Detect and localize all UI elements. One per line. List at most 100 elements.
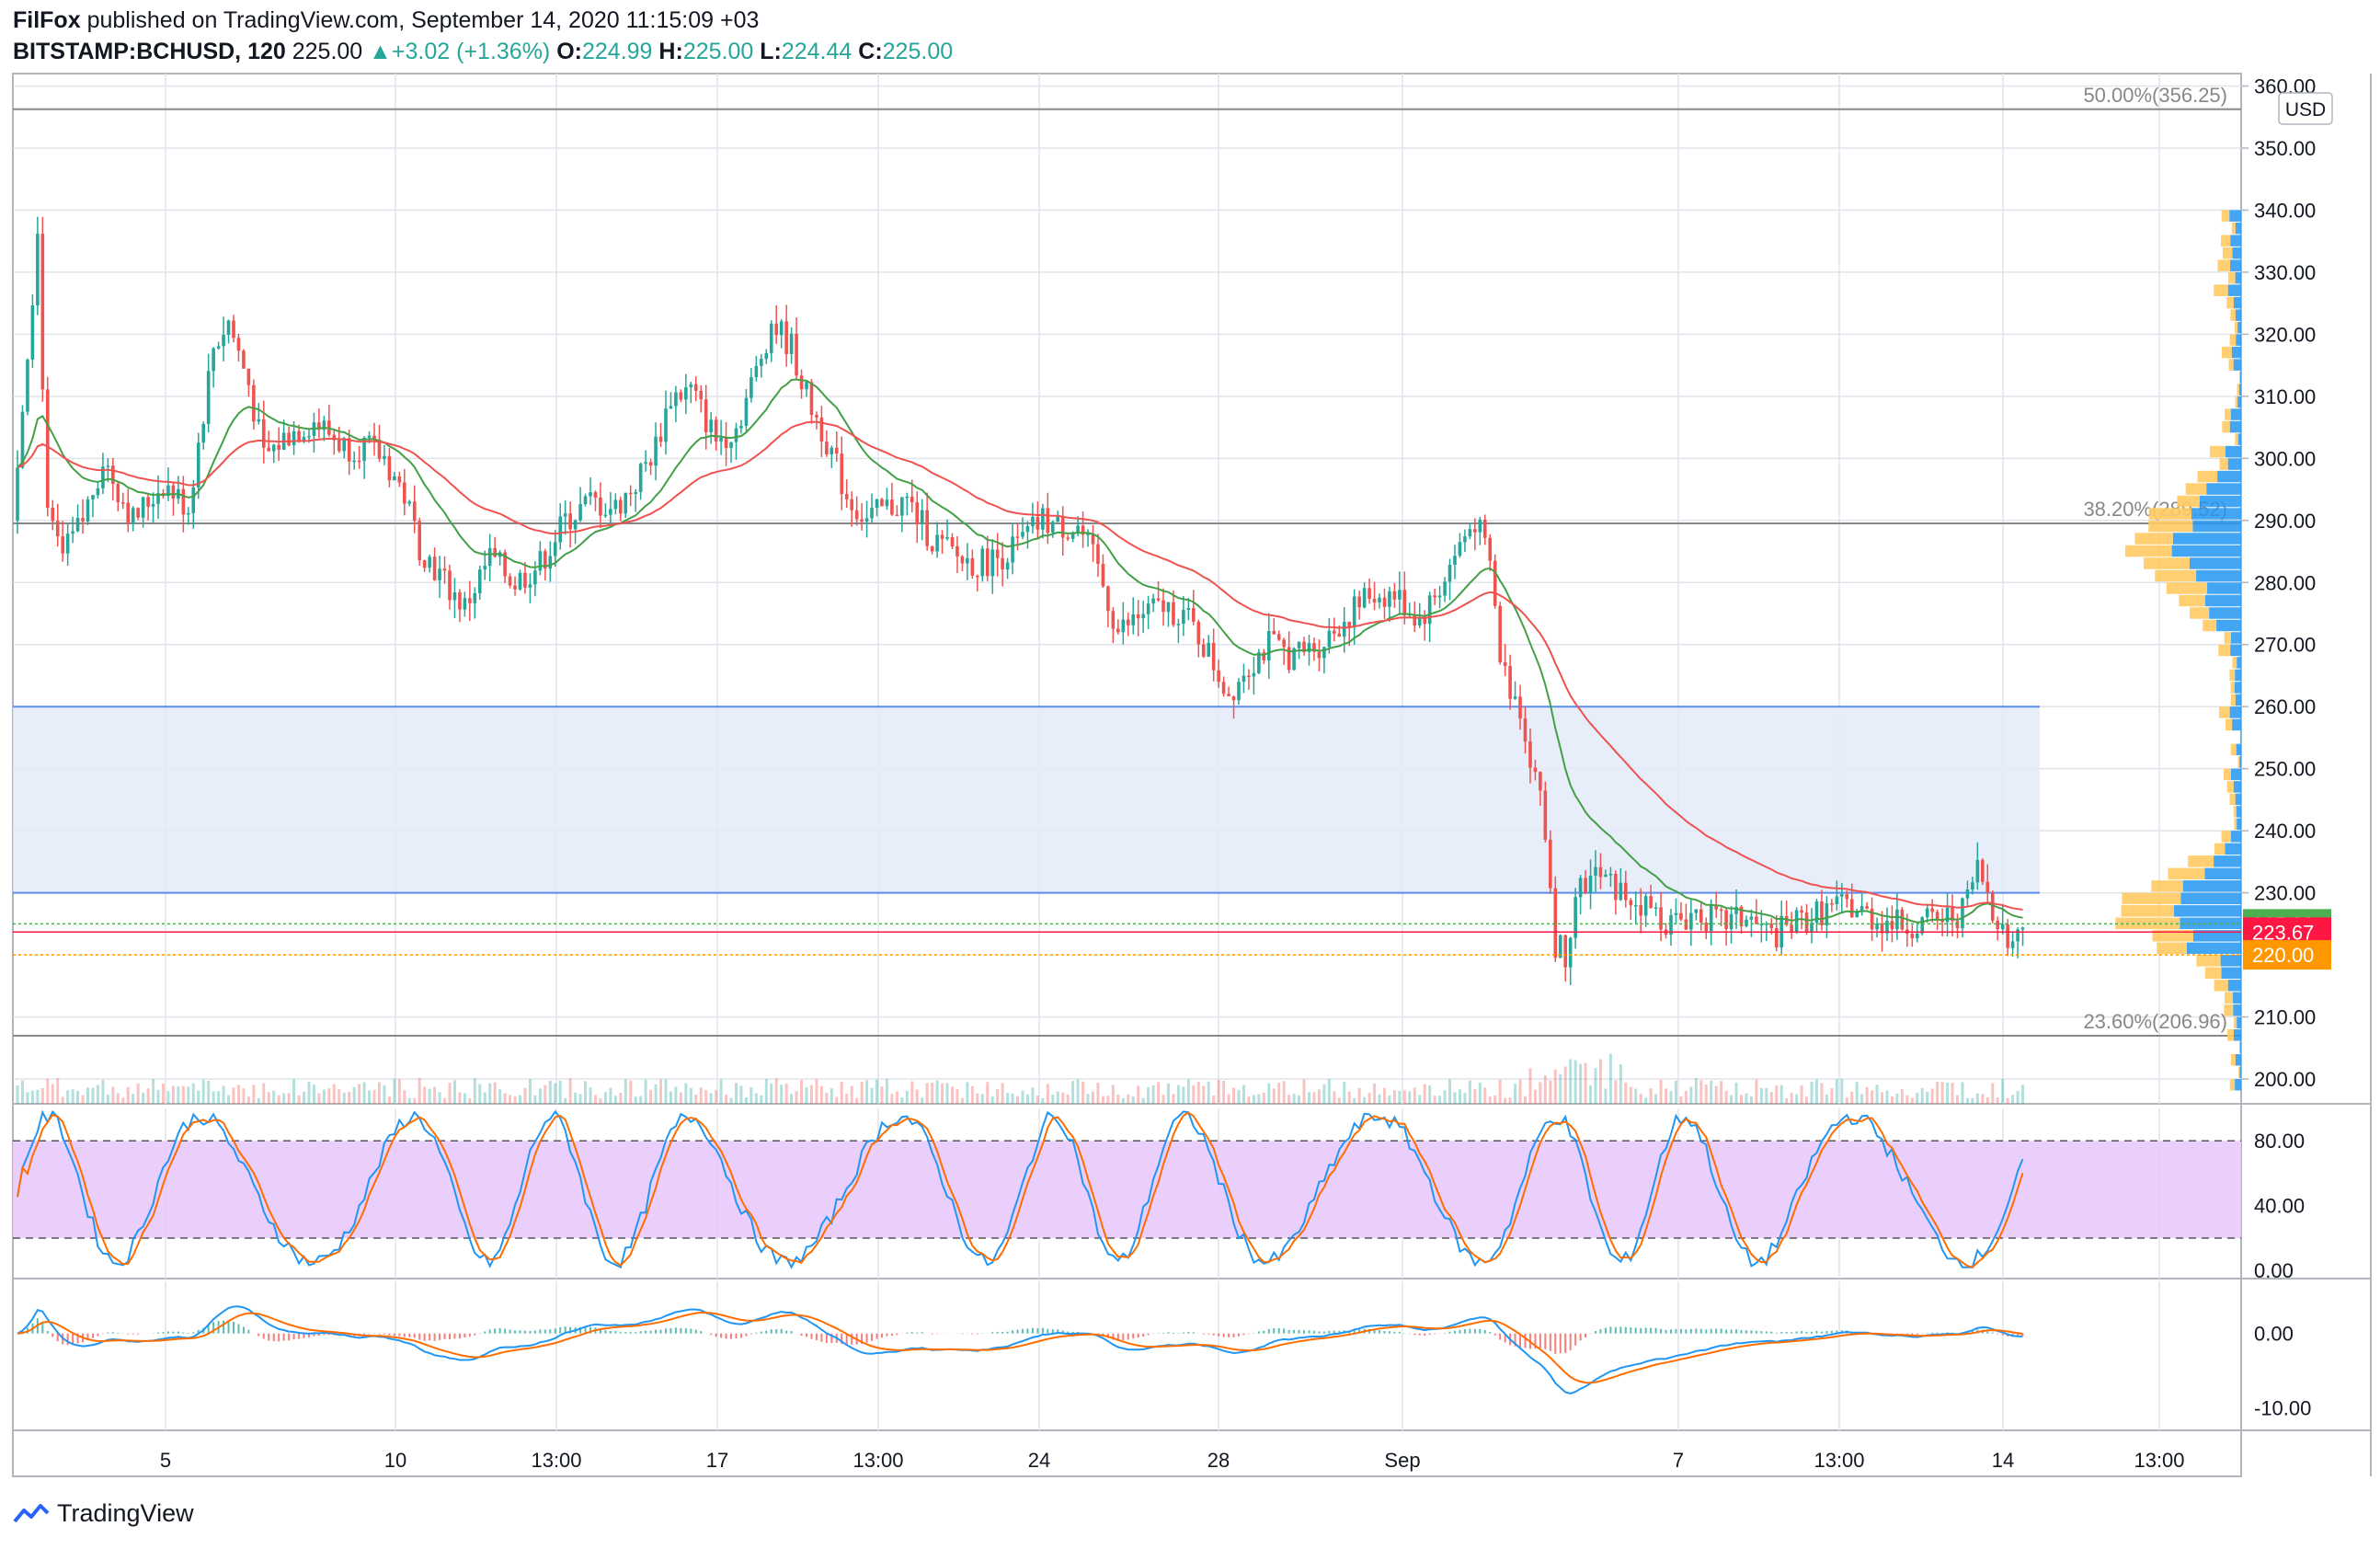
- candle-body: [2016, 929, 2020, 942]
- candle-body: [1729, 913, 1734, 930]
- candle-body: [1076, 525, 1080, 533]
- candle-body: [101, 466, 105, 488]
- volume-bar: [760, 1095, 763, 1104]
- volume-bar: [387, 1096, 391, 1104]
- volume-bar: [498, 1089, 502, 1104]
- volume-profile-sell: [2157, 942, 2187, 955]
- volume-bar: [1241, 1084, 1245, 1104]
- volume-bar: [1881, 1092, 1884, 1104]
- stoch-d-line: [17, 1111, 2024, 1268]
- volume-bar: [297, 1095, 301, 1104]
- volume-bar: [1277, 1083, 1281, 1104]
- volume-bar: [1539, 1082, 1542, 1104]
- volume-profile-buy: [2199, 495, 2241, 508]
- candle-body: [795, 333, 798, 376]
- candle-body: [1070, 532, 1075, 539]
- symbol-label[interactable]: BITSTAMP:BCHUSD, 120: [13, 39, 286, 64]
- volume-bar: [1127, 1094, 1130, 1104]
- volume-profile-sell: [2238, 1041, 2240, 1054]
- author-name[interactable]: FilFox: [13, 7, 81, 33]
- price-tick-label: 340.00: [2254, 199, 2316, 222]
- candle-body: [1176, 624, 1181, 625]
- volume-profile-sell: [2121, 905, 2174, 917]
- volume-profile-buy: [2206, 483, 2241, 495]
- volume-profile-buy: [2216, 619, 2241, 632]
- volume-bar: [704, 1090, 708, 1104]
- volume-profile-sell: [2230, 682, 2235, 694]
- volume-bar: [790, 1094, 794, 1104]
- volume-bar: [1232, 1087, 1236, 1104]
- candle-body: [1614, 874, 1618, 901]
- volume-bar: [654, 1084, 658, 1104]
- volume-bar: [764, 1078, 768, 1104]
- candle-body: [664, 408, 668, 442]
- volume-bar: [1624, 1082, 1628, 1104]
- candle-body: [1458, 542, 1462, 556]
- volume-bar: [1292, 1094, 1296, 1104]
- volume-profile-sell: [2223, 768, 2231, 781]
- candle-body: [1066, 537, 1070, 540]
- candle-body: [1046, 508, 1050, 534]
- volume-profile-buy: [2171, 545, 2241, 557]
- candle-body: [910, 496, 914, 503]
- candle-body: [1765, 924, 1768, 925]
- volume-bar: [1559, 1073, 1562, 1104]
- change-value: +3.02 (+1.36%): [391, 39, 551, 64]
- volume-bar: [880, 1086, 884, 1104]
- candle-body: [1578, 878, 1583, 898]
- candle-body: [628, 492, 633, 495]
- candle-body: [749, 377, 753, 398]
- candle-body: [1604, 874, 1608, 878]
- fib-level-label: 23.60%(206.96): [2083, 1010, 2227, 1033]
- candle-body: [1568, 937, 1573, 968]
- volume-bar: [468, 1097, 472, 1104]
- volume-bar: [1076, 1079, 1080, 1104]
- volume-bar: [342, 1092, 346, 1104]
- candle-body: [1237, 682, 1241, 701]
- candle-body: [1910, 934, 1915, 939]
- volume-bar: [990, 1096, 994, 1104]
- volume-bar: [217, 1091, 221, 1104]
- volume-bar: [327, 1088, 331, 1104]
- volume-profile-buy: [2239, 1066, 2241, 1079]
- volume-profile-buy: [2236, 334, 2241, 346]
- volume-bar: [1604, 1088, 1608, 1104]
- candle-body: [1111, 611, 1116, 629]
- volume-profile-buy: [2234, 682, 2241, 694]
- volume-bar: [855, 1097, 859, 1104]
- volume-bar: [181, 1085, 185, 1104]
- volume-bar: [996, 1088, 1000, 1104]
- candle-body: [528, 584, 532, 588]
- volume-bar: [1408, 1091, 1412, 1104]
- volume-bar: [303, 1091, 306, 1104]
- candle-body: [1961, 898, 1964, 929]
- volume-profile-sell: [2234, 1016, 2237, 1029]
- volume-profile-sell: [2225, 408, 2231, 420]
- volume-bar: [1312, 1092, 1316, 1104]
- volume-bar: [1860, 1094, 1864, 1104]
- volume-bar: [548, 1080, 552, 1104]
- volume-bar: [1363, 1096, 1367, 1104]
- candle-body: [1041, 508, 1045, 530]
- candle-body: [945, 537, 949, 539]
- candle-body: [970, 557, 975, 576]
- volume-bar: [1463, 1093, 1467, 1104]
- volume-profile-buy: [2237, 396, 2241, 408]
- volume-profile-sell: [2185, 483, 2207, 495]
- volume-bar: [1940, 1082, 1944, 1104]
- volume-bar: [725, 1095, 728, 1104]
- candle-body: [1126, 619, 1130, 625]
- candle-body: [1814, 901, 1819, 924]
- candle-body: [1473, 529, 1477, 533]
- volume-profile-sell: [2226, 781, 2234, 793]
- volume-bar: [1025, 1094, 1029, 1104]
- candle-body: [116, 484, 120, 503]
- publisher-line: FilFox published on TradingView.com, Sep…: [13, 7, 759, 34]
- volume-bar: [1453, 1092, 1457, 1104]
- candle-body: [1266, 631, 1271, 660]
- volume-bar: [1202, 1085, 1206, 1104]
- volume-bar: [2021, 1084, 2025, 1104]
- candle-body: [693, 384, 698, 391]
- candle-body: [1598, 866, 1603, 878]
